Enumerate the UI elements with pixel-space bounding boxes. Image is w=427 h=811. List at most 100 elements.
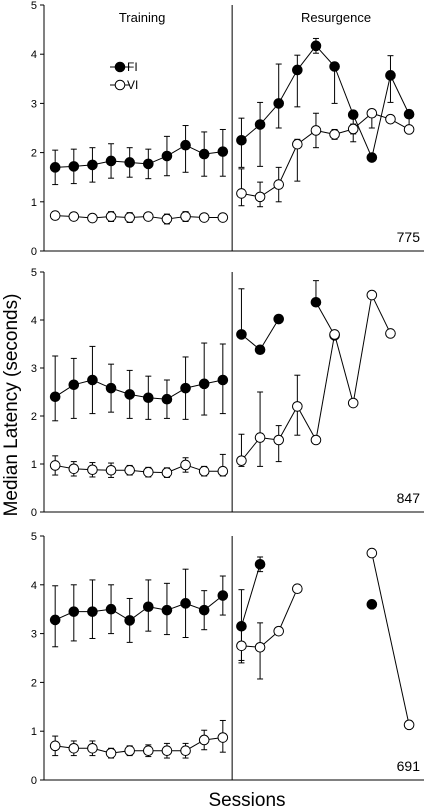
data-point-open bbox=[124, 464, 135, 476]
series-line-segment bbox=[259, 318, 280, 351]
data-point-open bbox=[49, 460, 61, 471]
series-vi bbox=[49, 547, 415, 759]
data-point-open bbox=[68, 742, 80, 754]
data-point-open bbox=[217, 212, 229, 223]
data-point-open bbox=[198, 212, 210, 223]
data-point-open bbox=[105, 211, 117, 222]
legend-label-vi: VI bbox=[127, 78, 138, 92]
data-point-open bbox=[310, 125, 322, 136]
data-point-filled bbox=[217, 374, 229, 386]
data-point-filled bbox=[87, 374, 98, 386]
data-point-open bbox=[254, 641, 266, 653]
data-point-open bbox=[403, 124, 415, 135]
data-point-open bbox=[292, 138, 303, 150]
series-line-segment bbox=[390, 75, 410, 115]
y-tick-label: 5 bbox=[31, 0, 37, 12]
data-point-open bbox=[198, 734, 210, 746]
series-line-segment bbox=[334, 334, 354, 404]
data-point-filled bbox=[68, 379, 80, 391]
x-axis-title: Sessions bbox=[208, 790, 285, 811]
data-point-open bbox=[292, 583, 303, 595]
data-point-filled bbox=[161, 150, 173, 162]
y-tick-label: 3 bbox=[31, 629, 37, 641]
series-line-segment bbox=[334, 66, 354, 115]
data-point-filled bbox=[198, 148, 210, 160]
chart-panel-775: 0 1 2 3 4 5 Training Resurgence 775 FI VI bbox=[31, 0, 424, 258]
data-point-filled bbox=[124, 615, 135, 626]
y-tick-label: 0 bbox=[31, 246, 37, 258]
y-tick-label: 0 bbox=[31, 507, 37, 519]
data-point-open bbox=[161, 467, 173, 478]
data-point-filled bbox=[236, 329, 247, 340]
subject-label: 775 bbox=[397, 229, 421, 245]
series-fi bbox=[49, 280, 340, 422]
data-point-open bbox=[124, 212, 135, 223]
data-point-filled bbox=[180, 598, 191, 609]
data-point-filled bbox=[198, 378, 210, 390]
series-line-segment bbox=[278, 144, 298, 185]
series-vi bbox=[49, 107, 415, 225]
series-line-segment bbox=[371, 552, 410, 725]
data-point-open bbox=[273, 179, 285, 190]
y-tick-label: 5 bbox=[31, 267, 37, 279]
series-line-segment bbox=[315, 334, 336, 441]
data-point-filled bbox=[292, 64, 303, 76]
data-point-open bbox=[180, 745, 191, 757]
data-point-filled bbox=[366, 152, 378, 163]
data-point-open bbox=[236, 188, 247, 199]
data-point-filled bbox=[403, 108, 415, 120]
chart-panel-847: 0 1 2 3 4 5 847 bbox=[31, 267, 424, 519]
data-point-filled bbox=[180, 139, 191, 151]
series-line-segment bbox=[278, 588, 298, 632]
series-line-segment bbox=[352, 294, 373, 404]
subject-label: 691 bbox=[397, 758, 421, 774]
data-point-open bbox=[273, 434, 285, 446]
y-tick-label: 1 bbox=[31, 197, 37, 209]
data-point-filled bbox=[124, 389, 135, 400]
data-point-filled bbox=[347, 109, 359, 121]
data-point-open bbox=[217, 465, 229, 477]
data-point-filled bbox=[310, 296, 322, 308]
data-point-filled bbox=[49, 391, 61, 403]
series-vi bbox=[49, 289, 396, 478]
data-point-open bbox=[347, 123, 359, 135]
data-point-filled bbox=[273, 98, 285, 109]
data-point-open bbox=[366, 289, 378, 301]
data-point-open bbox=[161, 745, 173, 757]
data-point-filled bbox=[68, 606, 80, 617]
data-point-open bbox=[217, 732, 229, 743]
y-axis-title: Median Latency (seconds) bbox=[1, 294, 22, 517]
data-point-filled bbox=[49, 614, 61, 626]
data-point-open bbox=[49, 740, 61, 752]
y-tick-label: 4 bbox=[31, 580, 37, 592]
data-point-filled bbox=[161, 393, 173, 405]
data-point-filled bbox=[161, 604, 173, 616]
series-fi bbox=[49, 556, 378, 664]
data-point-filled bbox=[198, 604, 210, 616]
data-point-open bbox=[49, 210, 61, 221]
data-point-filled bbox=[180, 382, 191, 394]
data-point-filled bbox=[124, 157, 135, 168]
y-tick-label: 4 bbox=[31, 49, 37, 61]
data-point-filled bbox=[217, 146, 229, 157]
series-line-segment bbox=[296, 406, 317, 441]
y-tick-label: 2 bbox=[31, 677, 37, 689]
subject-label: 847 bbox=[397, 490, 421, 506]
data-point-open bbox=[180, 211, 191, 222]
data-point-filled bbox=[310, 40, 322, 52]
series-line-segment bbox=[278, 69, 298, 104]
data-point-filled bbox=[105, 382, 117, 394]
data-point-open bbox=[143, 466, 154, 478]
data-point-open bbox=[68, 463, 80, 475]
y-tick-label: 2 bbox=[31, 148, 37, 160]
data-point-open bbox=[161, 213, 173, 225]
data-point-filled bbox=[143, 601, 154, 613]
data-point-filled bbox=[87, 159, 98, 171]
chart-panel-691: 0 1 2 3 4 5 691 bbox=[31, 531, 424, 787]
data-point-open bbox=[329, 129, 340, 140]
data-point-open bbox=[366, 107, 378, 119]
data-point-open bbox=[68, 211, 80, 222]
y-tick-label: 3 bbox=[31, 98, 37, 110]
data-point-open bbox=[87, 464, 98, 476]
